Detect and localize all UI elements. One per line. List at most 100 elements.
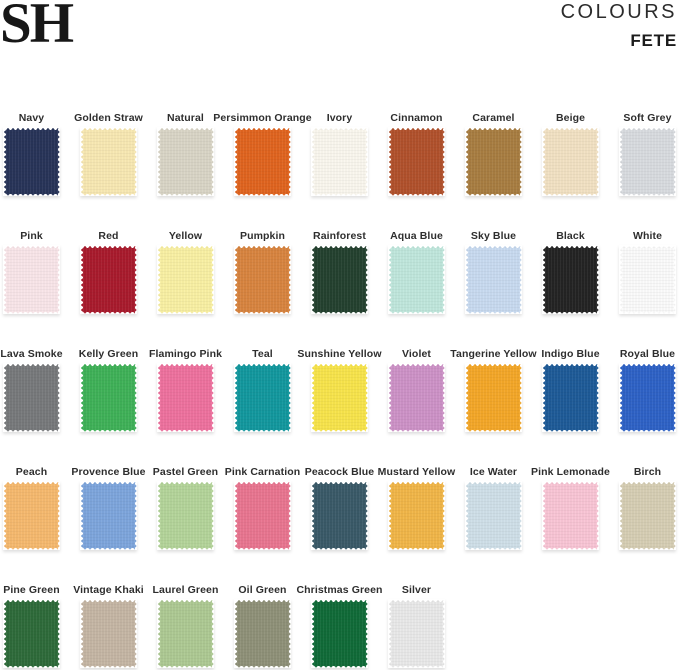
swatch-name-label: Provence Blue: [71, 466, 146, 478]
swatch-name-label: Natural: [167, 112, 204, 124]
swatch-cell: Pine Green: [3, 583, 60, 668]
swatch-name-label: Soft Grey: [623, 112, 672, 124]
swatch-name-label: Aqua Blue: [390, 230, 443, 242]
header: SH COLOURS FETE: [0, 0, 679, 55]
swatch-name-label: Tangerine Yellow: [450, 348, 537, 360]
fabric-swatch: [80, 127, 137, 196]
swatch-name-label: Silver: [401, 584, 432, 596]
swatch-name-label: Kelly Green: [78, 348, 139, 360]
swatch-cell: Soft Grey: [619, 111, 676, 196]
fabric-swatch: [234, 245, 291, 314]
fabric-swatch: [465, 127, 522, 196]
swatch-name-label: Beige: [555, 112, 586, 124]
swatch-name-label: Rainforest: [313, 230, 366, 242]
swatch-cell: Laurel Green: [153, 583, 218, 668]
fabric-swatch: [80, 363, 137, 432]
swatch-cell: Christmas Green: [296, 583, 382, 668]
fabric-swatch: [157, 599, 214, 668]
swatch-cell: Teal: [234, 347, 291, 432]
fabric-swatch: [542, 363, 599, 432]
swatch-name-label: Royal Blue: [619, 348, 676, 360]
swatch-name-label: Black: [556, 230, 585, 242]
swatch-name-label: Vintage Khaki: [73, 584, 144, 596]
fabric-swatch: [80, 481, 137, 550]
fabric-swatch: [311, 481, 368, 550]
swatch-cell: Vintage Khaki: [73, 583, 144, 668]
swatch-name-label: Peacock Blue: [304, 466, 375, 478]
fabric-swatch: [542, 127, 599, 196]
swatch-name-label: Lava Smoke: [0, 348, 63, 360]
fabric-swatch: [3, 363, 60, 432]
swatch-name-label: Flamingo Pink: [148, 348, 223, 360]
swatch-name-label: Sky Blue: [470, 230, 517, 242]
swatch-cell: Silver: [388, 583, 445, 668]
fabric-swatch: [388, 245, 445, 314]
swatch-cell: Birch: [619, 465, 676, 550]
swatch-cell: Peacock Blue: [305, 465, 374, 550]
swatch-name-label: Pink Lemonade: [531, 466, 610, 478]
fabric-swatch: [3, 127, 60, 196]
swatch-cell: Pink Lemonade: [531, 465, 610, 550]
swatch-grid: Navy Golden Straw Natural Persimmon Orange I…: [0, 111, 679, 668]
fabric-swatch: [388, 599, 445, 668]
fabric-swatch: [619, 363, 676, 432]
swatch-cell: Violet: [388, 347, 445, 432]
fabric-swatch: [234, 127, 291, 196]
fabric-swatch: [311, 599, 368, 668]
swatch-name-label: Birch: [633, 466, 662, 478]
swatch-cell: Pink: [3, 229, 60, 314]
swatch-name-label: Navy: [18, 112, 45, 124]
swatch-cell: Oil Green: [234, 583, 291, 668]
swatch-name-label: Violet: [402, 348, 431, 360]
fabric-swatch: [388, 481, 445, 550]
swatch-name-label: Yellow: [168, 230, 203, 242]
swatch-name-label: Ivory: [326, 112, 353, 124]
swatch-cell: Royal Blue: [619, 347, 676, 432]
fabric-swatch: [157, 127, 214, 196]
swatch-name-label: Oil Green: [238, 584, 287, 596]
swatch-cell: Aqua Blue: [388, 229, 445, 314]
brand-logo: SH: [0, 0, 74, 55]
fabric-swatch: [3, 481, 60, 550]
swatch-name-label: Pine Green: [3, 584, 60, 596]
swatch-name-label: Pink: [20, 230, 43, 242]
header-right: COLOURS FETE: [561, 2, 677, 49]
swatch-cell: Peach: [3, 465, 60, 550]
fabric-swatch: [80, 245, 137, 314]
swatch-cell: Navy: [3, 111, 60, 196]
swatch-name-label: Teal: [252, 348, 273, 360]
fabric-swatch: [311, 245, 368, 314]
collection-name: FETE: [630, 31, 677, 50]
swatch-cell: Lava Smoke: [0, 347, 63, 432]
swatch-name-label: Persimmon Orange: [213, 112, 312, 124]
swatch-cell: Pink Carnation: [225, 465, 300, 550]
swatch-cell: Kelly Green: [78, 347, 139, 432]
swatch-name-label: Golden Straw: [74, 112, 143, 124]
fabric-swatch: [3, 599, 60, 668]
fabric-swatch: [465, 363, 522, 432]
swatch-name-label: Pink Carnation: [224, 466, 301, 478]
swatch-cell: Rainforest: [311, 229, 368, 314]
swatch-cell: Pumpkin: [234, 229, 291, 314]
swatch-cell: Beige: [542, 111, 599, 196]
swatch-name-label: Caramel: [472, 112, 515, 124]
swatch-cell: White: [619, 229, 676, 314]
swatch-cell: Cinnamon: [388, 111, 445, 196]
fabric-swatch: [388, 363, 445, 432]
swatch-cell: Pastel Green: [153, 465, 218, 550]
swatch-cell: Red: [80, 229, 137, 314]
swatch-name-label: Sunshine Yellow: [297, 348, 382, 360]
fabric-swatch: [80, 599, 137, 668]
swatch-cell: Flamingo Pink: [149, 347, 222, 432]
fabric-swatch: [311, 127, 368, 196]
fabric-swatch: [542, 481, 599, 550]
fabric-swatch: [465, 245, 522, 314]
fabric-swatch: [619, 245, 676, 314]
fabric-swatch: [465, 481, 522, 550]
collection-label: COLOURS: [560, 1, 677, 23]
swatch-cell: Yellow: [157, 229, 214, 314]
fabric-swatch: [619, 127, 676, 196]
swatch-cell: Sunshine Yellow: [297, 347, 381, 432]
swatch-cell: Sky Blue: [465, 229, 522, 314]
